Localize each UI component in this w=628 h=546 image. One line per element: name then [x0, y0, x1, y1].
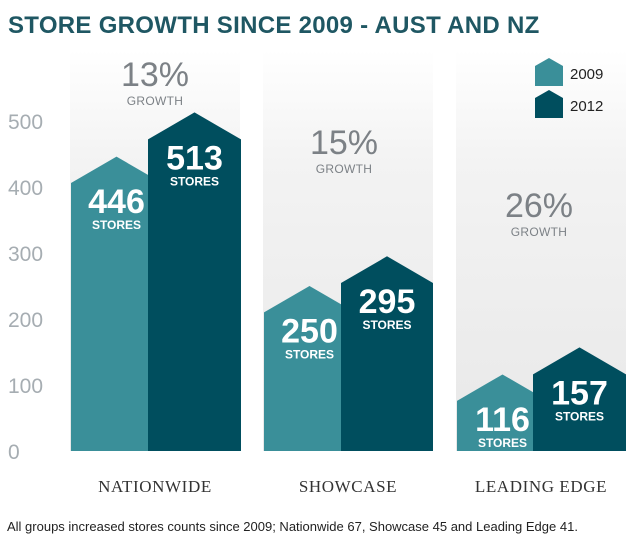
bar-value-label: 250 [281, 312, 338, 350]
y-tick-label: 400 [8, 177, 43, 200]
bar [264, 286, 355, 451]
bar-value-label: 513 [166, 139, 223, 177]
y-tick-label: 200 [8, 309, 43, 332]
panel-backgrounds [70, 50, 626, 451]
bar [533, 347, 626, 451]
bar-unit-label: STORES [170, 174, 219, 188]
bar-unit-label: STORES [555, 409, 604, 423]
bar-unit-label: STORES [285, 347, 334, 361]
bar-value-label: 295 [359, 283, 416, 321]
chart-title: STORE GROWTH SINCE 2009 - AUST AND NZ [8, 12, 540, 39]
legend-label: 2012 [570, 98, 603, 115]
bar [148, 112, 241, 452]
bar-value-label: 446 [88, 183, 145, 221]
y-tick-label: 300 [8, 243, 43, 266]
footnote: All groups increased stores counts since… [7, 519, 578, 534]
growth-label: GROWTH [511, 225, 567, 239]
bar-unit-label: STORES [478, 436, 527, 450]
growth-percent: 26% [505, 187, 573, 225]
legend-swatch [535, 58, 563, 86]
growth-label: GROWTH [316, 162, 372, 176]
y-tick-label: 100 [8, 375, 43, 398]
legend-label: 2009 [570, 66, 603, 83]
bar [71, 156, 162, 451]
y-tick-label: 500 [8, 111, 43, 134]
bar-unit-label: STORES [362, 318, 411, 332]
bar-value-label: 157 [551, 374, 608, 412]
category-label: NATIONWIDE [98, 477, 212, 496]
x-axis: NATIONWIDE SHOWCASE LEADING EDGE [98, 477, 607, 496]
legend-swatch [535, 90, 563, 118]
y-axis: 0 100 200 300 400 500 [8, 111, 43, 464]
bar [457, 374, 548, 451]
bars [71, 112, 626, 452]
growth-label: GROWTH [127, 94, 183, 108]
bar-unit-label: STORES [92, 218, 141, 232]
category-label: SHOWCASE [299, 477, 397, 496]
category-label: LEADING EDGE [475, 477, 607, 496]
legend: 2009 2012 [535, 58, 603, 118]
growth-percent: 15% [310, 124, 378, 162]
value-labels: 446STORES513STORES250STORES295STORES116S… [88, 139, 608, 449]
growth-percent: 13% [121, 56, 189, 94]
y-tick-label: 0 [8, 441, 20, 464]
bar [341, 256, 433, 451]
bar-value-label: 116 [475, 401, 530, 439]
